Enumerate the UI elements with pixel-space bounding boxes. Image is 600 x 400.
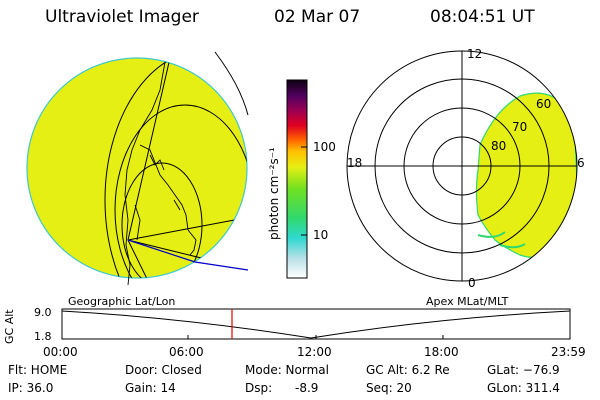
status-door: Door: Closed — [125, 363, 202, 377]
polar-grid — [346, 50, 578, 282]
geo-panel-label: Geographic Lat/Lon — [68, 295, 176, 308]
colorbar-unit-label: photon cm⁻²s⁻¹ — [267, 147, 281, 240]
status-dsp-label: Dsp: — [245, 381, 273, 395]
colorbar-gradient — [286, 79, 308, 279]
polar-panel-label: Apex MLat/MLT — [426, 295, 509, 308]
mlt-label-6: 6 — [577, 156, 585, 170]
status-glon: GLon: 311.4 — [487, 381, 560, 395]
instrument-title: Ultraviolet Imager — [45, 7, 199, 27]
altitude-curve — [61, 310, 571, 339]
colorbar — [286, 79, 308, 279]
x-tick-0600: 06:00 — [169, 345, 204, 359]
x-tick-1200: 12:00 — [297, 345, 332, 359]
altitude-y-top: 9.0 — [34, 306, 52, 319]
status-gc-altitude: GC Alt: 6.2 Re — [366, 363, 450, 377]
status-flight: Flt: HOME — [8, 363, 68, 377]
x-tick-0000: 00:00 — [43, 345, 78, 359]
status-glat: GLat: −76.9 — [487, 363, 560, 377]
altitude-y-bottom: 1.8 — [34, 330, 52, 343]
status-ip: IP: 36.0 — [8, 381, 54, 395]
mlat-label-60: 60 — [536, 97, 552, 111]
status-mode: Mode: Normal — [245, 363, 329, 377]
altitude-plot — [61, 308, 571, 340]
altitude-plot-frame — [61, 308, 571, 340]
mlt-label-18: 18 — [347, 156, 363, 170]
geo-orbit-track — [127, 239, 249, 271]
mlat-label-70: 70 — [512, 120, 528, 134]
colorbar-tick-10: 10 — [313, 228, 329, 242]
image-date: 02 Mar 07 — [274, 7, 361, 27]
image-time: 08:04:51 UT — [430, 7, 535, 27]
polar-panel — [346, 50, 578, 282]
geo-arc-outer — [214, 51, 249, 116]
altitude-ylabel: GC Alt — [3, 309, 16, 344]
geographic-panel — [26, 51, 249, 286]
mlt-label-0: 0 — [468, 276, 476, 290]
mlat-label-80: 80 — [491, 139, 507, 153]
geo-grid-lines — [104, 58, 247, 278]
status-gain: Gain: 14 — [125, 381, 176, 395]
x-tick-2359: 23:59 — [551, 345, 586, 359]
x-tick-1800: 18:00 — [424, 345, 459, 359]
status-dsp-value: -8.9 — [295, 381, 319, 395]
colorbar-tick-100: 100 — [313, 140, 336, 154]
geo-image-disk — [26, 57, 248, 279]
coastline-outline — [124, 61, 197, 286]
auroral-edge-detail — [477, 231, 526, 249]
status-sequence: Seq: 20 — [366, 381, 412, 395]
auroral-oval-emission — [475, 92, 577, 258]
mlt-label-12: 12 — [467, 47, 483, 61]
